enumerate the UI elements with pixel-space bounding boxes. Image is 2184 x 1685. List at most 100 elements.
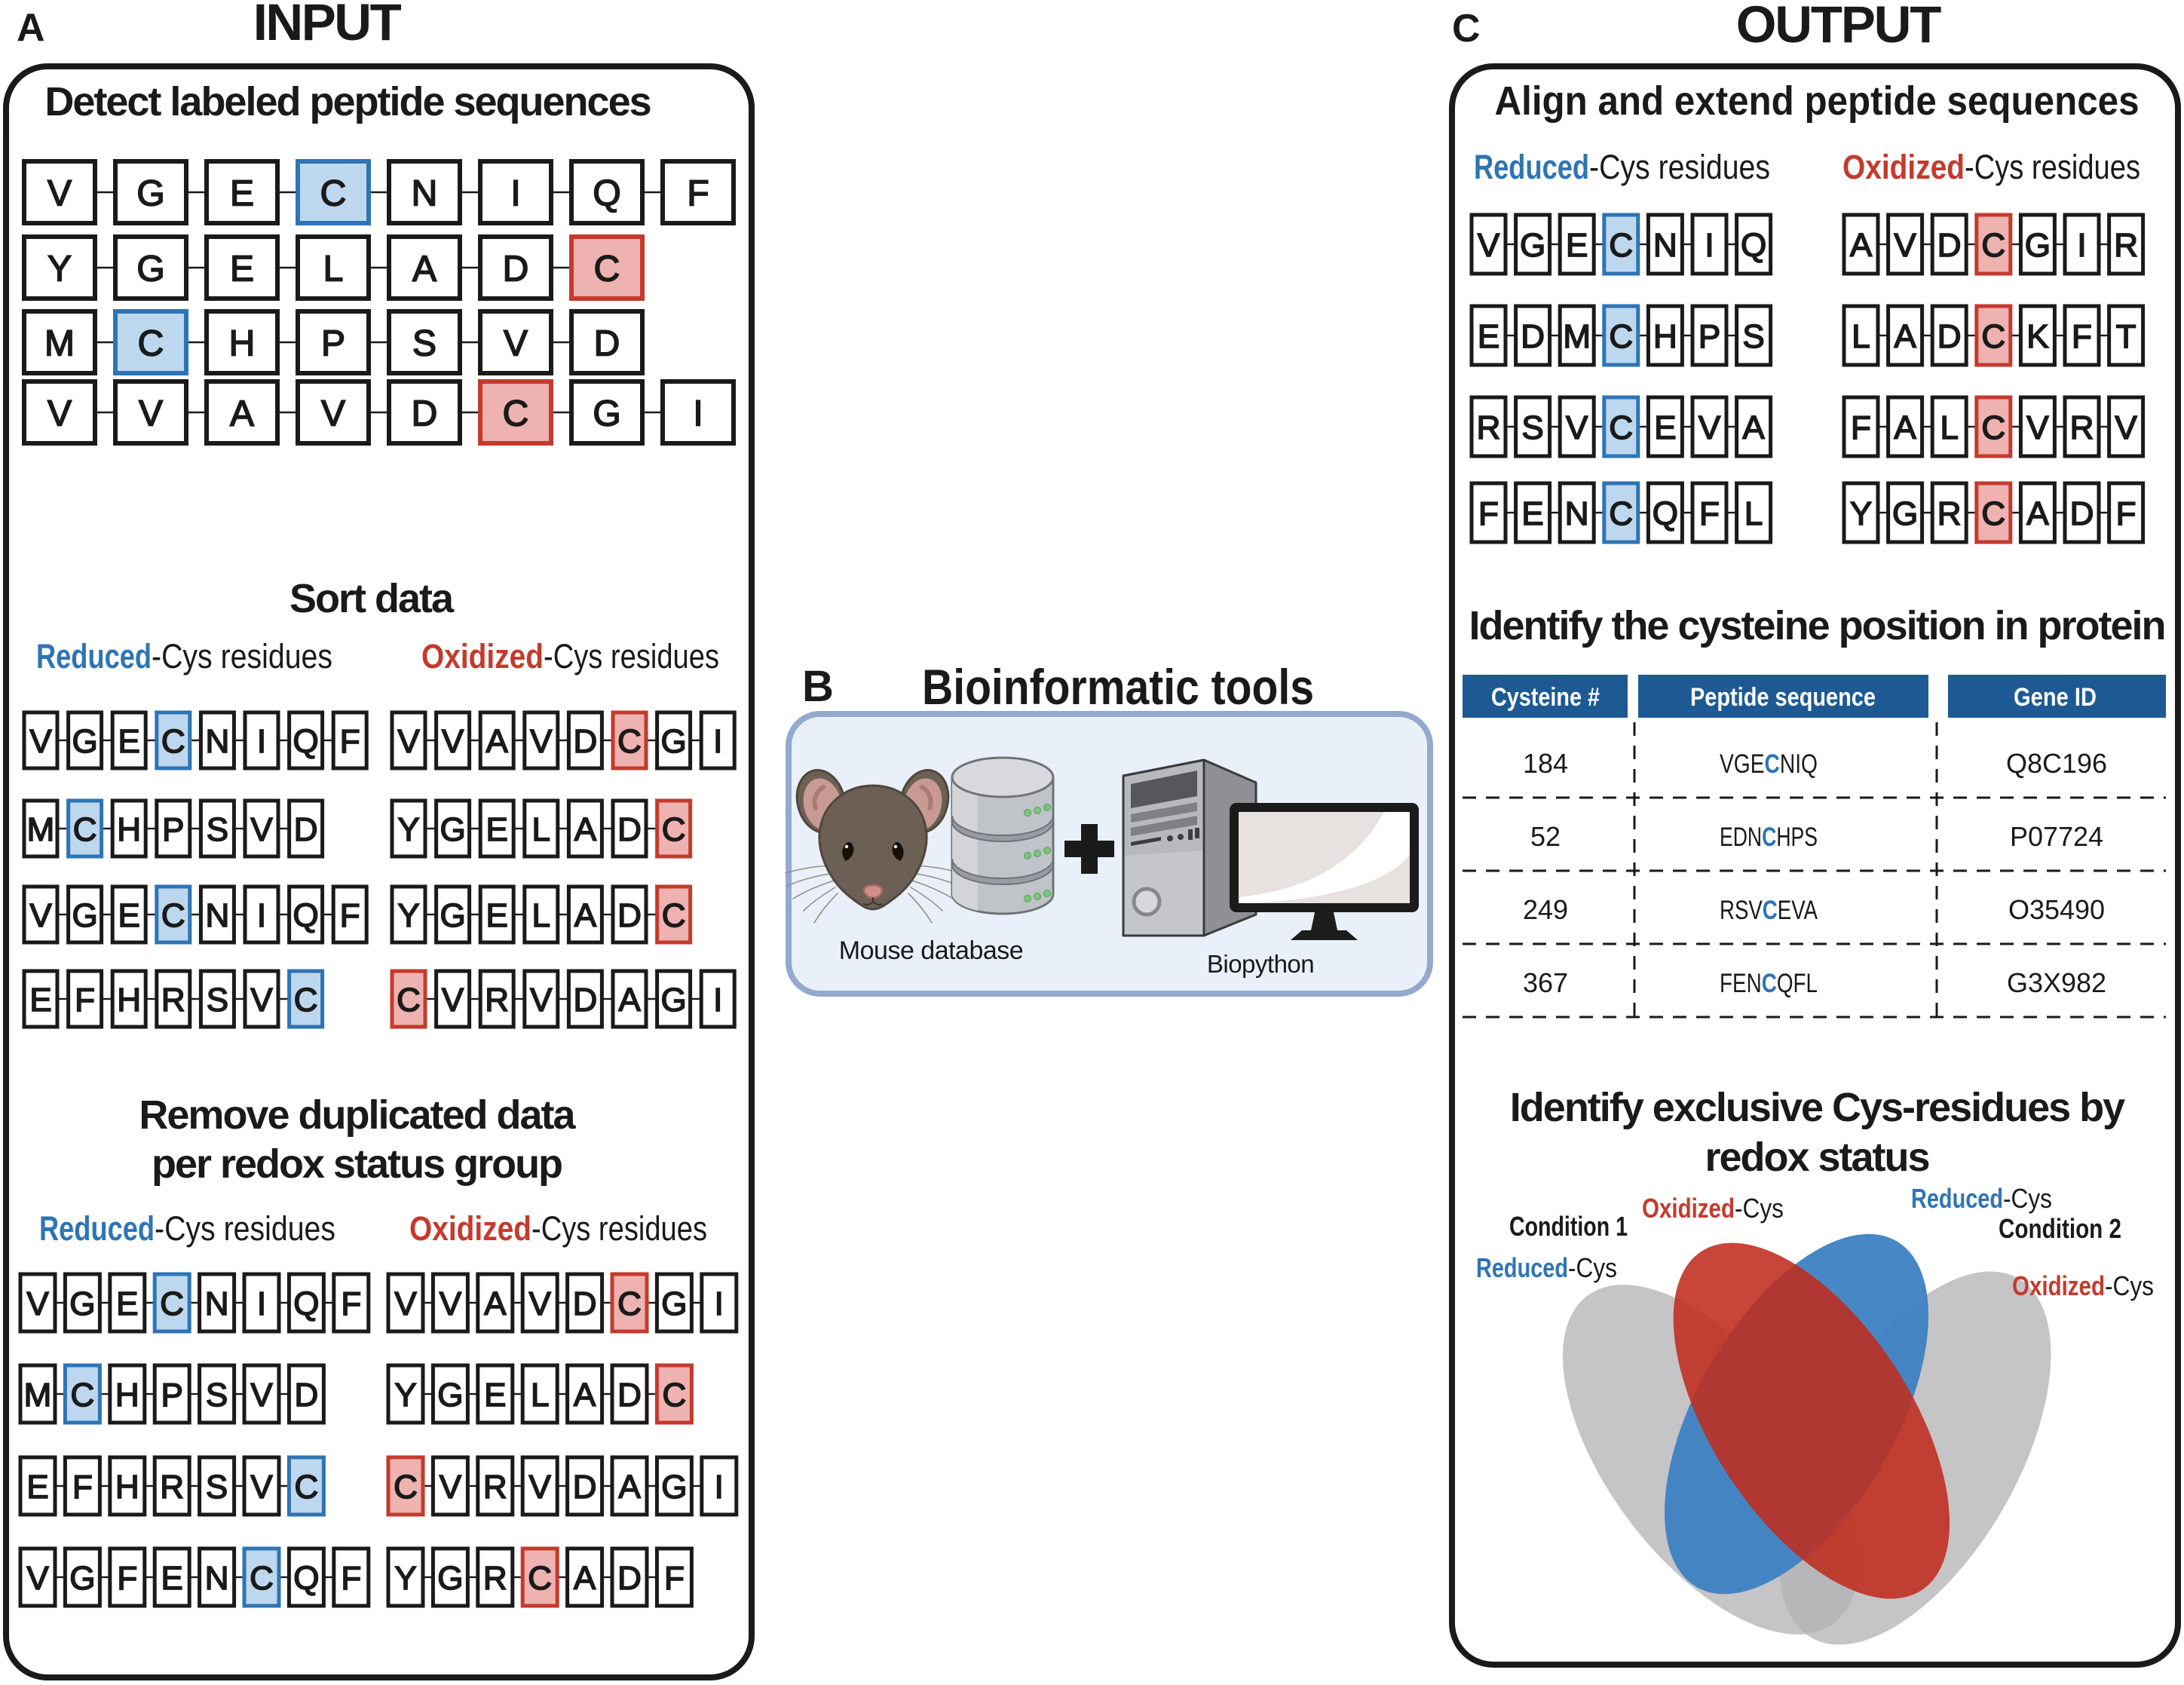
svg-text:E: E [484, 1377, 506, 1414]
svg-text:R: R [161, 982, 185, 1019]
svg-text:Q: Q [593, 173, 620, 213]
svg-text:O35490: O35490 [2008, 894, 2105, 925]
svg-text:N: N [205, 1285, 229, 1322]
svg-text:D: D [295, 1377, 319, 1414]
svg-text:I: I [257, 897, 266, 934]
svg-text:G3X982: G3X982 [2007, 967, 2106, 998]
svg-text:-Cys: -Cys [1735, 1193, 1784, 1224]
svg-text:Y: Y [1850, 495, 1872, 532]
svg-text:C: C [161, 723, 185, 760]
svg-text:-Cys residues: -Cys residues [531, 1209, 707, 1248]
svg-text:V: V [321, 394, 345, 434]
svg-text:I: I [257, 723, 266, 760]
svg-text:V: V [2026, 409, 2049, 446]
svg-text:E: E [230, 173, 254, 213]
svg-text:D: D [2070, 495, 2094, 532]
svg-text:A: A [412, 249, 436, 289]
svg-text:V: V [1566, 409, 1588, 446]
svg-text:D: D [617, 897, 642, 934]
svg-text:367: 367 [1523, 967, 1568, 998]
svg-text:G: G [69, 1560, 95, 1597]
svg-text:249: 249 [1523, 894, 1568, 925]
svg-text:A: A [230, 394, 254, 434]
svg-text:G: G [136, 249, 164, 289]
svg-text:I: I [510, 173, 520, 213]
svg-text:N: N [206, 723, 230, 760]
svg-text:E: E [230, 249, 254, 289]
svg-text:G: G [440, 811, 465, 848]
svg-text:EDNCHPS: EDNCHPS [1720, 823, 1818, 852]
svg-text:Q: Q [293, 1560, 319, 1597]
svg-text:I: I [257, 1285, 266, 1322]
svg-text:H: H [115, 1469, 139, 1506]
svg-text:N: N [1653, 227, 1677, 264]
svg-text:Reduced: Reduced [1911, 1183, 2003, 1214]
svg-text:A: A [1894, 318, 1916, 355]
svg-text:Q: Q [293, 897, 318, 934]
svg-text:G: G [72, 723, 97, 760]
svg-text:D: D [1937, 227, 1962, 264]
svg-text:A: A [2026, 495, 2049, 532]
svg-text:N: N [1565, 495, 1589, 532]
svg-text:C: C [1609, 318, 1633, 355]
svg-text:E: E [1654, 409, 1676, 446]
svg-text:Detect labeled peptide sequenc: Detect labeled peptide sequences [44, 79, 650, 124]
svg-text:E: E [1478, 318, 1499, 355]
svg-text:F: F [1699, 495, 1720, 532]
svg-text:L: L [531, 1377, 549, 1414]
svg-text:V: V [530, 723, 553, 760]
svg-text:F: F [340, 723, 360, 760]
svg-text:Reduced: Reduced [1476, 1252, 1568, 1283]
svg-text:E: E [1521, 495, 1543, 532]
svg-text:D: D [617, 1560, 642, 1597]
svg-text:Condition 2: Condition 2 [1999, 1213, 2121, 1244]
svg-text:G: G [660, 723, 686, 760]
svg-text:F: F [341, 1560, 361, 1597]
svg-text:G: G [136, 173, 164, 213]
svg-text:C: C [394, 1469, 418, 1506]
svg-text:S: S [207, 982, 228, 1019]
svg-text:D: D [574, 723, 598, 760]
svg-text:A: A [17, 6, 45, 50]
svg-text:M: M [27, 811, 55, 848]
svg-text:C: C [662, 811, 686, 848]
svg-text:Y: Y [47, 249, 72, 289]
svg-text:G: G [661, 1285, 687, 1322]
svg-text:C: C [1981, 227, 2005, 264]
svg-text:per redox status group: per redox status group [152, 1141, 562, 1187]
svg-text:L: L [323, 249, 344, 289]
svg-text:Oxidized: Oxidized [409, 1209, 531, 1248]
svg-text:A: A [618, 982, 641, 1019]
svg-text:C: C [1981, 495, 2005, 532]
svg-text:Q: Q [293, 1285, 319, 1322]
svg-text:V: V [1894, 227, 1916, 264]
svg-text:P07724: P07724 [2010, 821, 2103, 852]
svg-text:A: A [574, 897, 597, 934]
svg-text:F: F [2116, 495, 2137, 532]
svg-text:V: V [2115, 409, 2137, 446]
svg-text:D: D [574, 982, 598, 1019]
svg-text:C: C [1981, 409, 2005, 446]
svg-text:Bioinformatic tools: Bioinformatic tools [922, 659, 1314, 715]
svg-text:G: G [1892, 495, 1918, 532]
svg-text:C: C [1609, 227, 1633, 264]
svg-text:A: A [574, 1377, 596, 1414]
svg-text:E: E [26, 1469, 48, 1506]
svg-text:V: V [394, 1285, 417, 1322]
svg-text:Q8C196: Q8C196 [2006, 748, 2107, 779]
svg-text:F: F [1851, 409, 1871, 446]
svg-text:F: F [75, 982, 95, 1019]
svg-text:Condition 1: Condition 1 [1509, 1211, 1628, 1242]
svg-text:H: H [117, 811, 141, 848]
svg-text:R: R [160, 1469, 184, 1506]
svg-text:E: E [1566, 227, 1588, 264]
svg-text:-Cys residues: -Cys residues [152, 637, 332, 676]
svg-text:C: C [594, 249, 620, 289]
svg-text:L: L [1744, 495, 1763, 532]
svg-text:V: V [529, 1285, 552, 1322]
svg-text:G: G [69, 1285, 95, 1322]
svg-text:N: N [412, 173, 438, 213]
svg-text:M: M [1563, 318, 1591, 355]
svg-text:R: R [2070, 409, 2094, 446]
svg-text:F: F [117, 1560, 137, 1597]
